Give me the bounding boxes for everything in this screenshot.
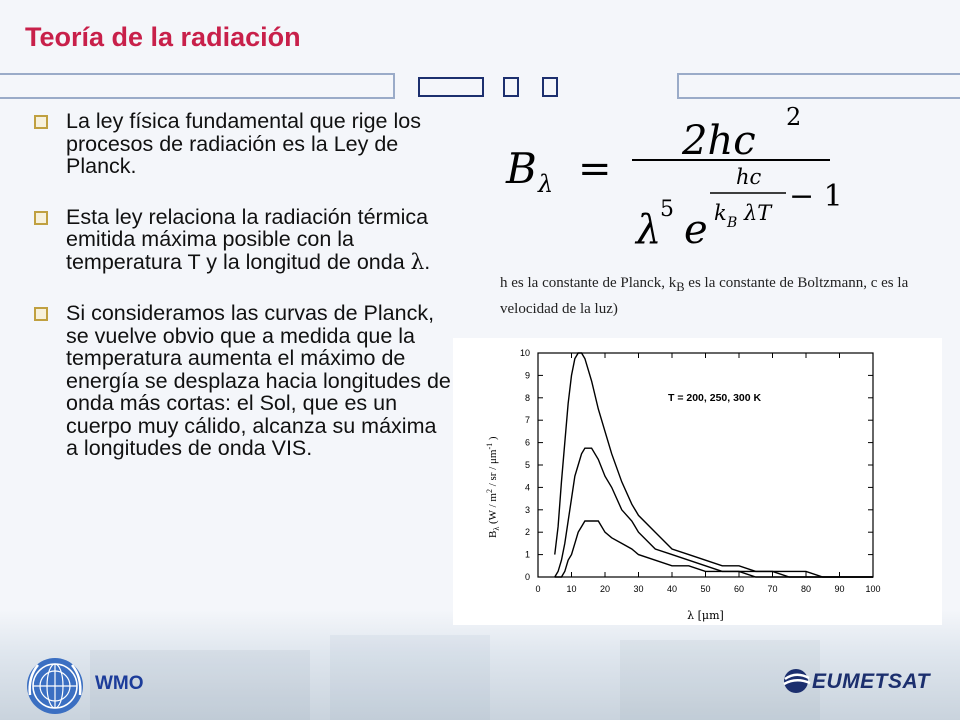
y-tick-label: 6 [525,438,530,448]
caption-part2: es la constante de Boltzmann, c es la ve… [500,275,909,317]
y-tick-label: 3 [525,505,530,515]
y-axis-label-part: B [487,531,499,538]
page-title: Teoría de la radiación [25,22,301,52]
planck-chart: 0 10 20 30 40 50 60 70 80 90 100 0 1 2 3 4 5 6 7 8 9 10 T = 20… [485,348,881,622]
formula-numerator-exp: 2 [786,103,801,131]
y-tick-label: 9 [525,370,530,380]
y-tick-label: 2 [525,527,530,537]
decorative-bar-right [677,73,960,99]
y-tick-label: 8 [525,393,530,403]
y-axis-label-part: 2 [485,489,494,493]
bullet-text-after: . [424,249,431,274]
formula-numerator: 2hc [681,118,756,164]
y-tick-label: 0 [525,572,530,582]
bullet-list: La ley física fundamental que rige los p… [34,110,454,460]
bullet-text: Si consideramos las curvas de Planck, se… [66,301,451,460]
decorative-square-1 [503,77,519,97]
planck-chart-panel: 0 10 20 30 40 50 60 70 80 90 100 0 1 2 3 4 5 6 7 8 9 10 T = 20… [453,338,942,625]
y-axis-label: Bλ (W / m2 / sr / μm-1 ) [485,436,501,538]
lambda-symbol: λ [410,249,425,275]
formula-equals: = [578,146,612,192]
y-axis-label-part: ) [487,436,499,443]
planck-curve-2 [554,447,873,578]
bullet-text: La ley física fundamental que rige los p… [66,109,421,178]
x-tick-label: 90 [834,584,844,594]
x-tick-label: 50 [700,584,710,594]
x-tick-label: 30 [633,584,643,594]
formula-exp-numerator: hc [736,165,762,189]
wmo-label: WMO [95,673,144,694]
y-tick-label: 7 [525,415,530,425]
y-axis-label-part: λ [492,527,501,531]
formula-lhs: B [505,144,537,193]
caption-sub: B [676,280,685,294]
y-tick-label: 5 [525,460,530,470]
chart-annotation: T = 200, 250, 300 K [668,392,762,404]
formula-minus-one: − 1 [789,179,843,214]
y-tick-label: 10 [520,348,530,358]
bullet-text-before: Esta ley relaciona la radiación térmica … [66,204,429,274]
x-tick-label: 100 [865,584,880,594]
bullet-item: Esta ley relaciona la radiación térmica … [34,204,454,275]
x-tick-label: 80 [801,584,811,594]
y-axis-label-part: / sr / μm [487,449,499,489]
planck-curve-3 [554,352,873,578]
y-axis-label-part: (W / m [487,493,499,527]
formula-lambda: λ [634,207,661,253]
caption-part1: h es la constante de Planck, k [500,275,677,291]
eumetsat-swoosh-icon [783,669,811,693]
formula-exp-den-rest: λT [743,201,773,225]
y-tick-label: 4 [525,482,530,492]
x-axis-label: λ [μm] [687,609,724,622]
decorative-box-long [418,77,484,97]
x-tick-label: 20 [600,584,610,594]
x-tick-label: 40 [667,584,677,594]
formula-lambda-exp: 5 [660,197,674,222]
bullet-item: La ley física fundamental que rige los p… [34,110,454,178]
bullet-text: Esta ley relaciona la radiación térmica … [66,204,454,275]
y-tick-label: 1 [525,550,530,560]
x-tick-label: 70 [767,584,777,594]
square-bullet-icon [34,307,48,321]
square-bullet-icon [34,210,48,225]
y-axis-label-part: -1 [485,443,494,450]
x-tick-label: 60 [734,584,744,594]
bullet-item: Si consideramos las curvas de Planck, se… [34,302,454,460]
decorative-bar-left [0,73,395,99]
formula-exp-den-sub: B [726,215,737,231]
planck-curve-1 [554,520,873,578]
x-tick-label: 10 [566,584,576,594]
square-bullet-icon [34,115,48,129]
background-texture [0,610,960,720]
formula-exp-den-k: k [714,201,727,225]
formula-lhs-sub: λ [537,170,553,198]
formula-caption: h es la constante de Planck, kB es la co… [500,272,930,320]
eumetsat-label: EUMETSAT [812,670,930,693]
planck-formula: B λ = 2hc 2 λ 5 e hc k B λT − 1 [505,103,843,253]
wmo-emblem-icon [27,658,83,714]
formula-e: e [684,207,708,253]
plot-frame [537,352,874,578]
decorative-square-2 [542,77,558,97]
x-tick-label: 0 [535,584,540,594]
